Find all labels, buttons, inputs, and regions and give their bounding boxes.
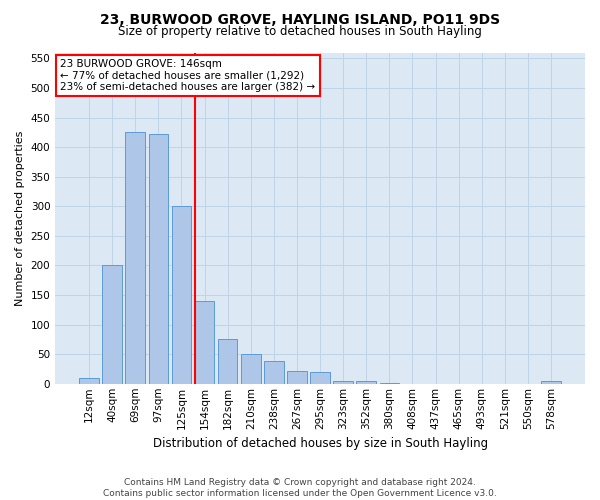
- Bar: [356, 381, 376, 384]
- Text: 23, BURWOOD GROVE, HAYLING ISLAND, PO11 9DS: 23, BURWOOD GROVE, HAYLING ISLAND, PO11 …: [100, 12, 500, 26]
- Bar: [241, 354, 260, 384]
- Text: Contains HM Land Registry data © Crown copyright and database right 2024.
Contai: Contains HM Land Registry data © Crown c…: [103, 478, 497, 498]
- X-axis label: Distribution of detached houses by size in South Hayling: Distribution of detached houses by size …: [152, 437, 488, 450]
- Bar: [195, 301, 214, 384]
- Bar: [310, 372, 330, 384]
- Bar: [103, 266, 122, 384]
- Bar: [218, 340, 238, 384]
- Bar: [380, 382, 399, 384]
- Bar: [172, 206, 191, 384]
- Bar: [125, 132, 145, 384]
- Bar: [287, 370, 307, 384]
- Bar: [334, 381, 353, 384]
- Bar: [79, 378, 99, 384]
- Y-axis label: Number of detached properties: Number of detached properties: [15, 130, 25, 306]
- Text: 23 BURWOOD GROVE: 146sqm
← 77% of detached houses are smaller (1,292)
23% of sem: 23 BURWOOD GROVE: 146sqm ← 77% of detach…: [61, 59, 316, 92]
- Text: Size of property relative to detached houses in South Hayling: Size of property relative to detached ho…: [118, 25, 482, 38]
- Bar: [149, 134, 168, 384]
- Bar: [541, 381, 561, 384]
- Bar: [264, 362, 284, 384]
